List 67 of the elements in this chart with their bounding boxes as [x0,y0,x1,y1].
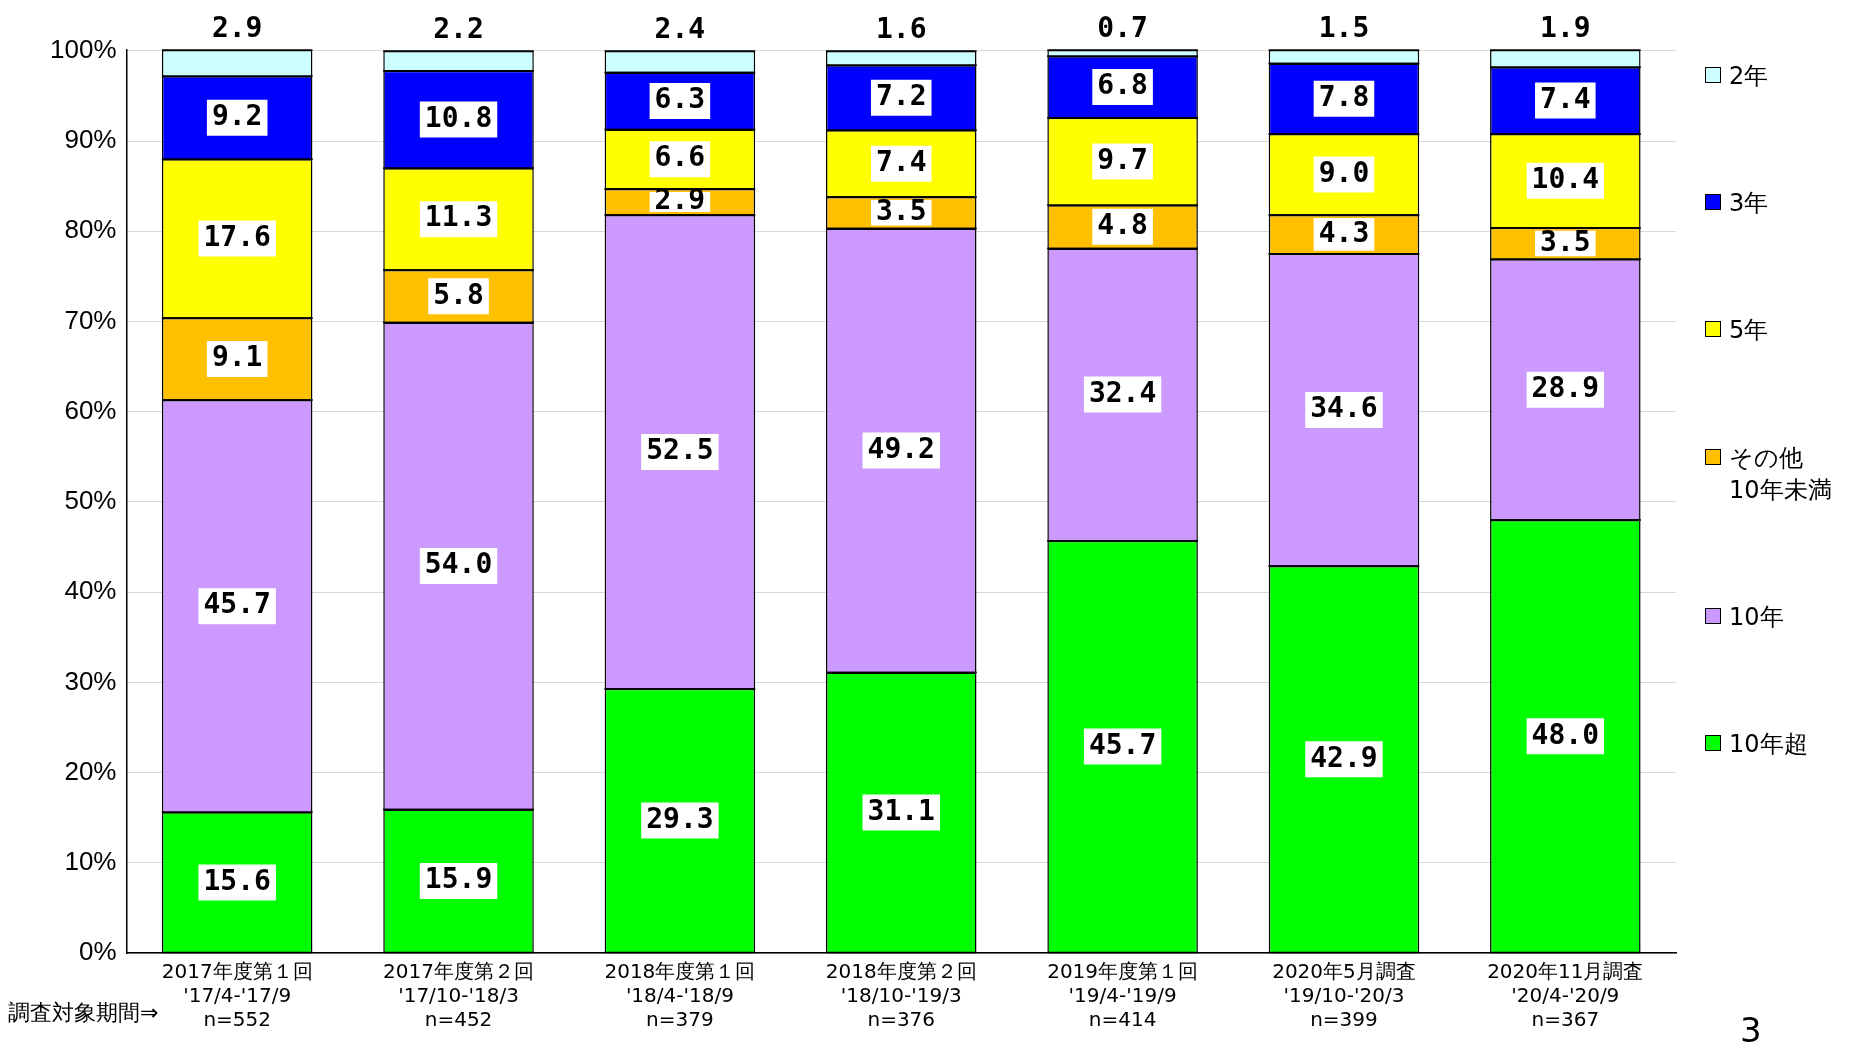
y-tick-label: 90% [64,124,117,155]
data-label: 5.8 [433,277,484,311]
data-label: 2.4 [654,12,706,46]
data-label: 1.6 [875,12,927,46]
data-label: 42.9 [1310,740,1378,774]
y-tick-label: 100% [50,34,117,65]
data-label: 1.5 [1318,11,1370,45]
data-label: 2.9 [211,11,263,45]
legend-label: 3年 [1729,188,1769,220]
x-tick-label: 2017年度第１回 '17/4-'17/9 n=552 [161,959,313,1032]
data-label: 45.7 [203,587,271,621]
y-tick-label: 30% [64,665,117,696]
data-label: 0.7 [1097,11,1148,45]
y-tick-label: 10% [64,845,117,876]
y-tick-label: 0% [78,936,117,967]
data-label: 10.8 [424,100,493,134]
data-label: 48.0 [1531,717,1600,751]
data-label: 7.4 [875,144,927,178]
data-label: 1.9 [1540,11,1591,45]
data-label: 9.0 [1318,155,1370,189]
data-label: 10.4 [1531,162,1600,196]
x-tick-label: 2017年度第２回 '17/10-'18/3 n=452 [383,959,534,1032]
data-label: 28.9 [1531,370,1600,404]
data-label: 52.5 [646,433,714,467]
data-label: 4.8 [1097,208,1148,242]
data-label: 17.6 [203,219,271,253]
data-label: 7.4 [1540,81,1591,115]
data-label: 2.2 [433,12,484,46]
legend-label: 10年超 [1729,728,1808,760]
legend-label: 5年 [1729,315,1769,347]
y-tick-label: 70% [64,304,117,335]
data-label: 7.8 [1318,79,1370,113]
y-tick-label: 50% [64,485,117,516]
data-label: 9.2 [211,98,263,132]
x-tick-label: 2019年度第１回 '19/4-'19/9 n=414 [1047,959,1199,1032]
text: 調査対象期間⇒ [8,999,159,1027]
data-label: 9.1 [211,340,263,374]
data-label: 6.8 [1097,68,1148,102]
data-label: 54.0 [424,547,493,581]
y-tick-label: 20% [64,755,117,786]
data-label: 6.3 [654,82,706,116]
legend-label: 10年 [1729,601,1784,633]
y-tick-label: 60% [64,394,117,425]
x-tick-label: 2020年5月調査 '19/10-'20/3 n=399 [1272,959,1416,1032]
y-tick-label: 80% [64,214,117,245]
x-tick-label: 2020年11月調査 '20/4-'20/9 n=367 [1487,959,1644,1032]
data-label: 4.3 [1318,215,1370,249]
data-label: 29.3 [646,801,714,835]
data-label: 15.6 [203,863,271,897]
data-label: 34.6 [1310,391,1378,425]
data-label: 49.2 [867,431,935,465]
data-label: 6.6 [654,140,706,174]
data-label: 11.3 [424,200,493,234]
data-label: 3.5 [875,194,927,228]
y-tick-label: 40% [64,575,117,606]
data-label: 32.4 [1088,375,1157,409]
legend-label: その他 10年未満 [1729,442,1832,506]
data-label: 31.1 [867,793,935,827]
legend-label: 2年 [1729,61,1769,92]
data-label: 45.7 [1088,727,1157,761]
text: 3 [1740,1010,1762,1050]
data-label: 7.2 [875,79,927,113]
data-label: 3.5 [1540,224,1591,258]
data-label: 15.9 [424,862,493,896]
data-label: 9.7 [1097,142,1148,176]
x-tick-label: 2018年度第２回 '18/10-'19/3 n=376 [825,959,977,1032]
x-tick-label: 2018年度第１回 '18/4-'18/9 n=379 [604,959,756,1032]
